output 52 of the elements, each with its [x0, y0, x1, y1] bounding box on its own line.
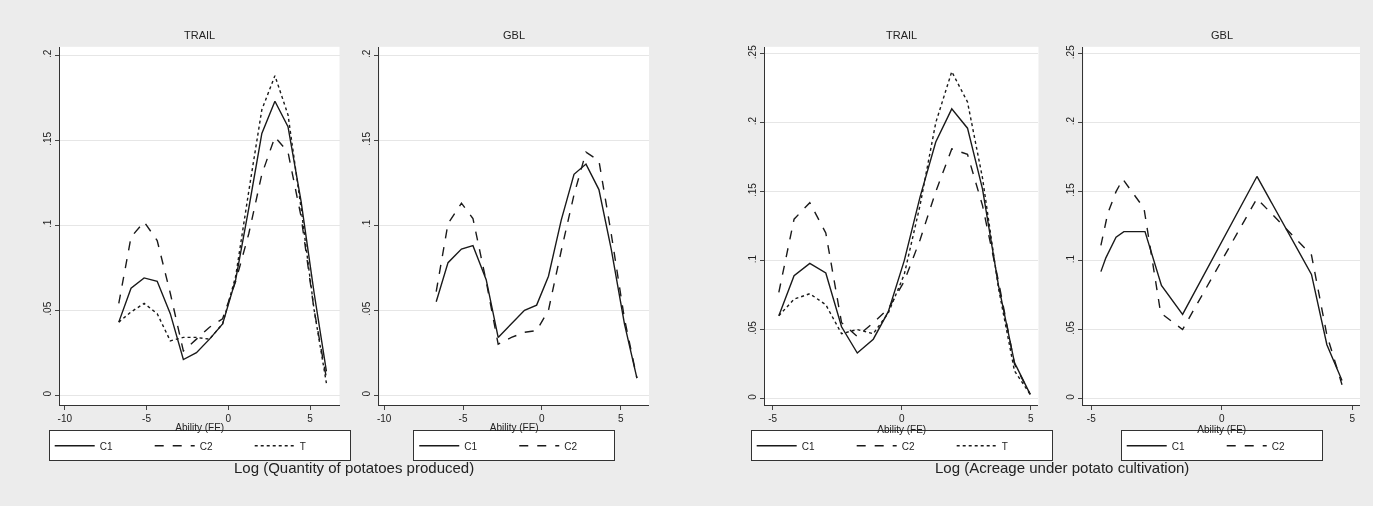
text: Log (Quantity of potatoes produced)	[234, 459, 475, 476]
y-tick-label: 0	[1065, 393, 1077, 400]
y-tick-label: .05	[746, 320, 758, 335]
x-tick-label: 5	[617, 413, 624, 425]
legend-label: C2	[199, 440, 213, 452]
chart-title: GBL	[503, 29, 526, 41]
y-tick-label: .15	[361, 131, 373, 146]
x-tick-label: 0	[898, 413, 905, 425]
y-tick-label: .2	[41, 49, 53, 58]
y-tick-label: .15	[41, 131, 53, 146]
y-tick-label: .15	[746, 182, 758, 198]
y-tick-label: 0	[746, 393, 758, 400]
legend-label: C2	[564, 440, 578, 452]
y-tick-label: .05	[1065, 320, 1077, 335]
x-tick-label: -10	[376, 413, 392, 425]
legend-label: C1	[99, 440, 113, 452]
x-tick-label: 0	[539, 413, 546, 425]
legend-label: C1	[801, 440, 815, 452]
x-tick-label: -5	[142, 413, 152, 425]
y-tick-label: .1	[361, 219, 373, 228]
y-tick-label: 0	[361, 390, 373, 397]
y-tick-label: .05	[361, 301, 373, 316]
y-tick-label: .1	[746, 254, 758, 264]
chart-title: GBL	[1211, 29, 1234, 41]
x-tick-label: 0	[225, 413, 232, 425]
y-tick-label: .2	[1065, 116, 1077, 126]
x-tick-label: 5	[307, 413, 314, 425]
legend-label: T	[299, 440, 306, 452]
y-tick-label: .25	[1065, 44, 1077, 60]
chart-title: TRAIL	[184, 29, 216, 41]
x-tick-label: -5	[1086, 413, 1097, 425]
x-tick-label: 5	[1027, 413, 1034, 425]
chart-title: TRAIL	[886, 29, 918, 41]
text: Log (Acreage under potato cultivation)	[935, 459, 1190, 476]
legend-label: C1	[464, 440, 478, 452]
x-tick-label: -10	[57, 413, 73, 425]
y-tick-label: .1	[1065, 254, 1077, 264]
x-tick-label: -5	[458, 413, 468, 425]
y-tick-label: 0	[41, 390, 53, 397]
y-tick-label: .2	[746, 116, 758, 126]
legend-label: C2	[901, 440, 915, 452]
y-tick-label: .25	[746, 44, 758, 60]
x-tick-label: -5	[768, 413, 778, 425]
y-tick-label: .05	[41, 301, 53, 316]
legend-label: C2	[1271, 440, 1285, 452]
y-tick-label: .2	[361, 49, 373, 58]
y-tick-label: .15	[1065, 182, 1077, 198]
y-tick-label: .1	[41, 219, 53, 228]
legend-label: T	[1001, 440, 1008, 452]
legend-label: C1	[1171, 440, 1185, 452]
x-tick-label: 0	[1218, 413, 1225, 425]
x-tick-label: 5	[1349, 413, 1356, 425]
